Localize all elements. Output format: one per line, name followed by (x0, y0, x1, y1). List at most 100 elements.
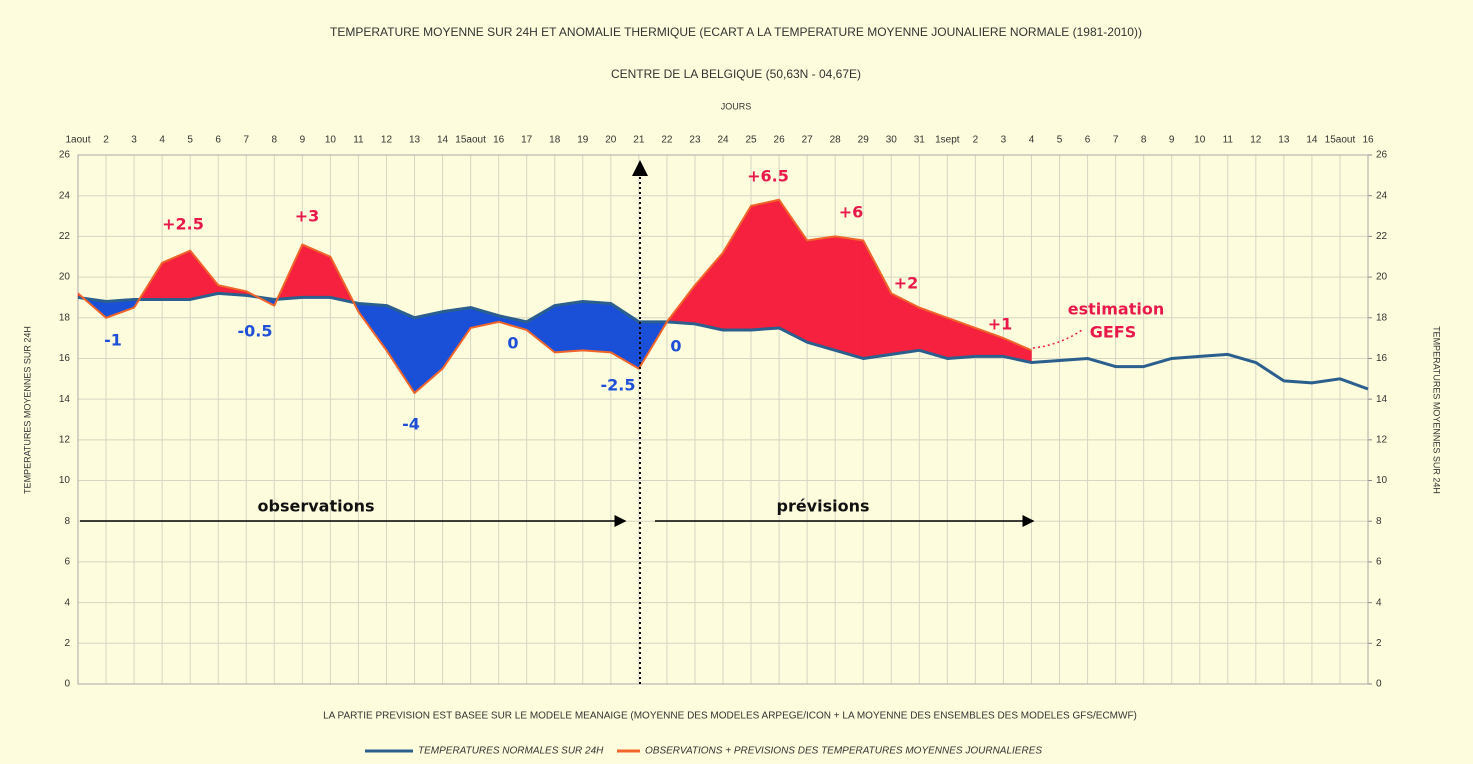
x-tick-label: 6 (215, 135, 221, 146)
y2-tick-label: 24 (1376, 190, 1388, 201)
x-tick-label: 12 (1250, 135, 1262, 146)
y-tick-label: 18 (59, 312, 71, 323)
x-tick-label: 5 (1057, 135, 1063, 146)
x-tick-label: 22 (661, 135, 673, 146)
x-tick-label: 10 (325, 135, 337, 146)
legend: TEMPERATURES NORMALES SUR 24H OBSERVATIO… (365, 746, 1042, 757)
anomaly-fill (77, 198, 1032, 394)
anomaly-area (834, 236, 864, 359)
x-tick-label: 8 (1141, 135, 1147, 146)
x-tick-label: 9 (1169, 135, 1175, 146)
anomaly-area (582, 301, 612, 353)
plot-frame (77, 154, 1369, 685)
x-tick-label: 8 (272, 135, 278, 146)
y2-tick-label: 14 (1376, 394, 1388, 405)
y2-tick-label: 16 (1376, 353, 1388, 364)
x-tick-label: 16 (493, 135, 505, 146)
x-tick-label: 14 (1306, 135, 1318, 146)
y-tick-label: 0 (64, 679, 70, 690)
annotation: -0.5 (238, 322, 273, 341)
anomaly-area (806, 236, 836, 351)
x-tick-label: 4 (1029, 135, 1035, 146)
y-tick-label: 22 (59, 231, 71, 242)
x-tick-label: 27 (802, 135, 814, 146)
annotation: 0 (670, 337, 681, 356)
x-tick-label: 10 (1194, 135, 1206, 146)
x-tick-label: 16 (1362, 135, 1374, 146)
x-tick-label: 21 (633, 135, 645, 146)
x-tick-label: 4 (159, 135, 165, 146)
x-tick-label: 15aout (1325, 135, 1356, 146)
x-tick-label: 1sept (935, 135, 960, 146)
annotation: -1 (104, 331, 122, 350)
annotation: -4 (402, 415, 420, 434)
x-tick-label: 31 (914, 135, 926, 146)
y-tick-label: 10 (59, 475, 71, 486)
x-tick-label: 2 (103, 135, 109, 146)
y2-tick-label: 6 (1376, 557, 1382, 568)
x-tick-label: 15aout (455, 135, 486, 146)
annotation: +2 (894, 274, 919, 293)
annotation: GEFS (1090, 323, 1137, 342)
y2-tick-label: 20 (1376, 272, 1388, 283)
y-tick-label: 8 (64, 516, 70, 527)
annotation: +2.5 (162, 215, 204, 234)
x-tick-label: 23 (689, 135, 701, 146)
annotation: -2.5 (601, 376, 636, 395)
y-tick-label: 26 (59, 150, 71, 161)
footnote: LA PARTIE PREVISION EST BASEE SUR LE MOD… (323, 711, 1137, 722)
y-axis-label: TEMPERATURES MOYENNES SUR 24H (22, 326, 32, 494)
y-tick-label: 14 (59, 394, 71, 405)
series-line (77, 291, 1369, 391)
y2-tick-label: 18 (1376, 312, 1388, 323)
x-tick-label: 12 (381, 135, 393, 146)
y-tick-label: 2 (64, 638, 70, 649)
y-tick-label: 4 (64, 597, 70, 608)
y-tick-label: 20 (59, 272, 71, 283)
annotation: +6.5 (747, 167, 789, 186)
x-tick-label: 20 (605, 135, 617, 146)
annotation: +6 (839, 203, 864, 222)
x-tick-label: 9 (300, 135, 306, 146)
legend-label: TEMPERATURES NORMALES SUR 24H (418, 746, 604, 757)
x-tick-label: 18 (549, 135, 561, 146)
annotation: +3 (295, 207, 320, 226)
grid (77, 154, 1369, 685)
x-tick-label: 1aout (65, 135, 90, 146)
x-tick-label: 26 (774, 135, 786, 146)
y2-tick-label: 0 (1376, 679, 1382, 690)
y2-axis-label: TEMPERATURES MOYENNES SUR 24H (1432, 326, 1442, 494)
annotation: observations (258, 497, 375, 516)
y-tick-label: 6 (64, 557, 70, 568)
x-tick-label: 13 (409, 135, 421, 146)
y2-tick-label: 8 (1376, 516, 1382, 527)
x-tick-label: 24 (717, 135, 729, 146)
y2-tick-label: 10 (1376, 475, 1388, 486)
y-tick-label: 16 (59, 353, 71, 364)
x-tick-label: 7 (1113, 135, 1119, 146)
x-tick-label: 3 (131, 135, 137, 146)
x-tick-label: 6 (1085, 135, 1091, 146)
x-tick-label: 5 (187, 135, 193, 146)
y2-tick-label: 26 (1376, 150, 1388, 161)
anomaly-area (554, 301, 584, 353)
annotation: prévisions (776, 497, 869, 516)
x-tick-label: 7 (243, 135, 249, 146)
x-tick-label: 11 (353, 135, 364, 146)
x-tick-label: 17 (521, 135, 533, 146)
x-tick-label: 14 (437, 135, 449, 146)
x-tick-label: 3 (1001, 135, 1007, 146)
y-tick-label: 12 (59, 434, 71, 445)
annotation: +1 (988, 315, 1013, 334)
gefs-pointer (1032, 329, 1083, 349)
x-tick-label: 13 (1278, 135, 1290, 146)
y2-tick-label: 22 (1376, 231, 1388, 242)
y2-tick-label: 4 (1376, 597, 1382, 608)
x-tick-label: 19 (577, 135, 589, 146)
x-axis-label: JOURS (721, 101, 752, 111)
y2-tick-label: 12 (1376, 434, 1388, 445)
y-tick-label: 24 (59, 190, 71, 201)
chart-title: TEMPERATURE MOYENNE SUR 24H ET ANOMALIE … (330, 25, 1142, 39)
